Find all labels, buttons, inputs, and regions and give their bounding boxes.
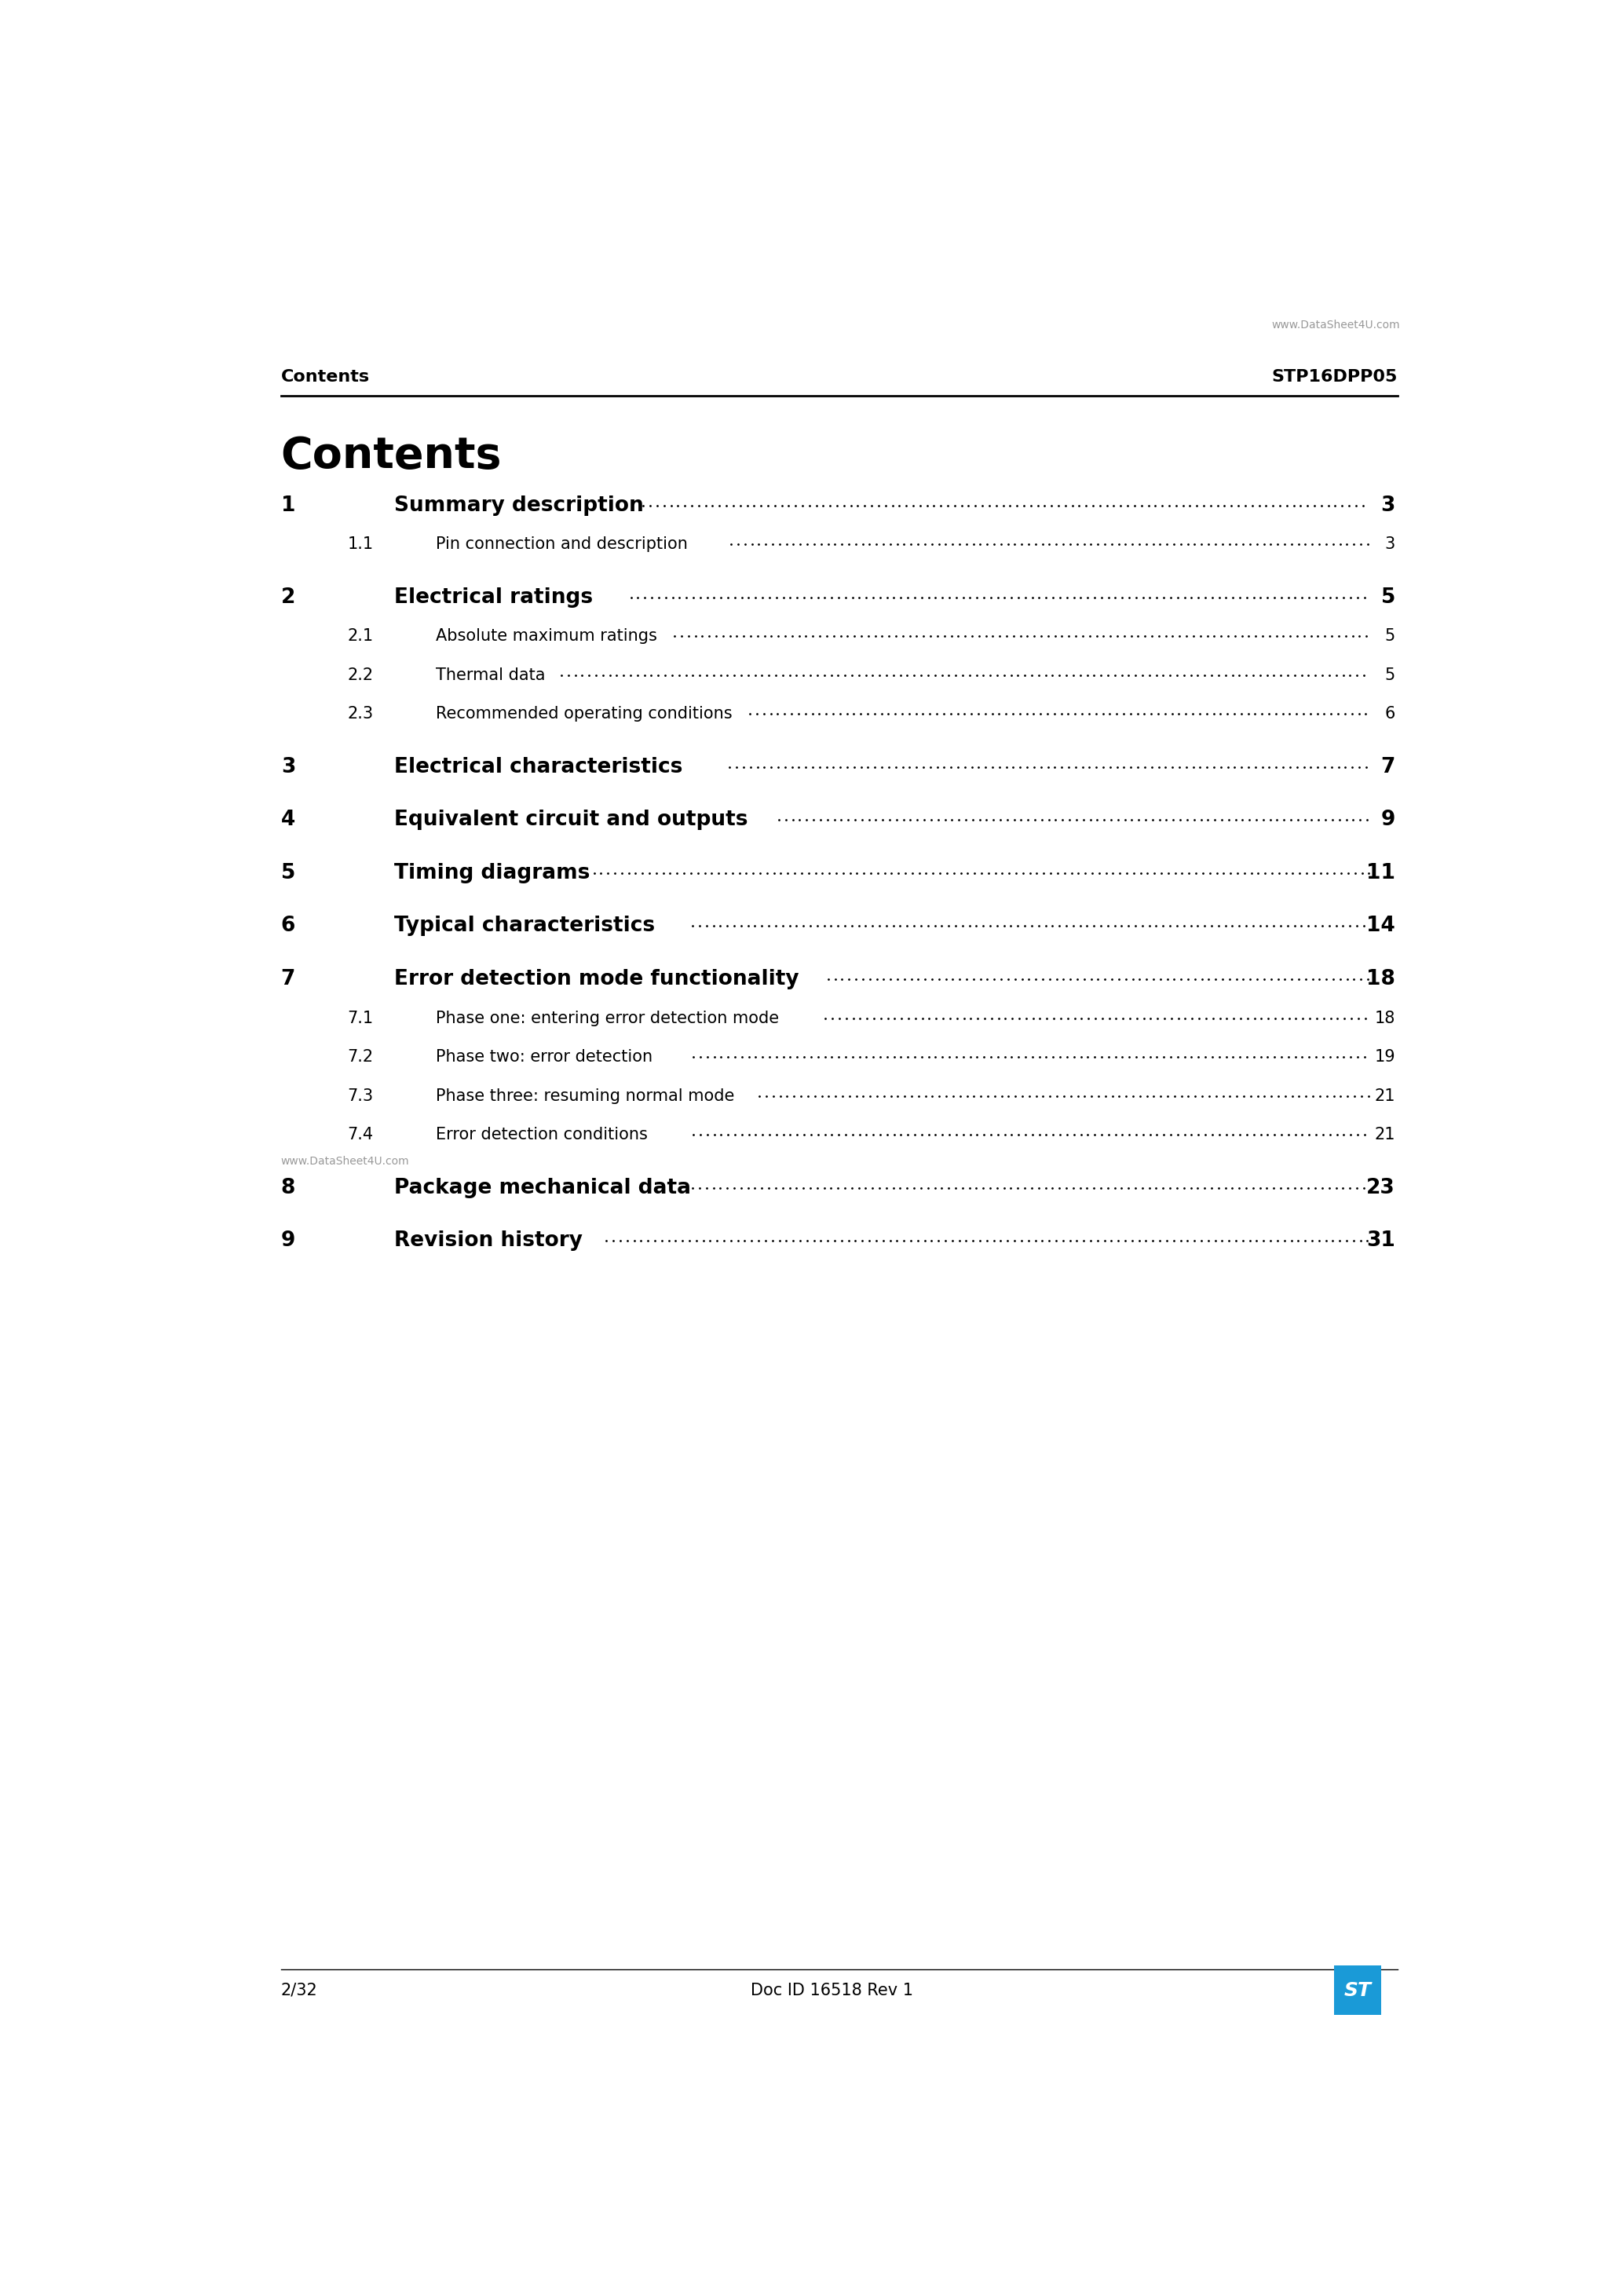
- Text: 2: 2: [281, 588, 295, 608]
- Text: 23: 23: [1367, 1178, 1396, 1199]
- Polygon shape: [1334, 1965, 1381, 2016]
- Text: www.DataSheet4U.com: www.DataSheet4U.com: [281, 1155, 409, 1166]
- Text: Recommended operating conditions: Recommended operating conditions: [435, 707, 732, 721]
- Text: 5: 5: [1384, 668, 1396, 682]
- Text: 18: 18: [1367, 969, 1396, 990]
- Text: Electrical ratings: Electrical ratings: [394, 588, 592, 608]
- Text: Thermal data: Thermal data: [435, 668, 545, 682]
- Text: 2.2: 2.2: [347, 668, 373, 682]
- Text: ST: ST: [1344, 1981, 1371, 2000]
- Text: Error detection conditions: Error detection conditions: [435, 1127, 648, 1143]
- Text: Contents: Contents: [281, 370, 370, 386]
- Text: 19: 19: [1375, 1049, 1396, 1065]
- Text: Phase two: error detection: Phase two: error detection: [435, 1049, 652, 1065]
- Text: 3: 3: [1381, 496, 1396, 517]
- Text: Electrical characteristics: Electrical characteristics: [394, 758, 683, 778]
- Text: 7: 7: [281, 969, 295, 990]
- Text: 2.3: 2.3: [347, 707, 373, 721]
- Text: STP16DPP05: STP16DPP05: [1272, 370, 1397, 386]
- Text: 11: 11: [1367, 863, 1396, 884]
- Text: Error detection mode functionality: Error detection mode functionality: [394, 969, 799, 990]
- Text: 6: 6: [281, 916, 295, 937]
- Text: 7.4: 7.4: [347, 1127, 373, 1143]
- Text: 5: 5: [1381, 588, 1396, 608]
- Text: 31: 31: [1367, 1231, 1396, 1251]
- Text: 7.1: 7.1: [347, 1010, 373, 1026]
- Text: 7.2: 7.2: [347, 1049, 373, 1065]
- Text: 3: 3: [1384, 537, 1396, 551]
- Text: 9: 9: [281, 1231, 295, 1251]
- Text: 1.1: 1.1: [347, 537, 373, 551]
- Text: Contents: Contents: [281, 434, 502, 478]
- Text: 8: 8: [281, 1178, 295, 1199]
- Text: 7: 7: [1381, 758, 1396, 778]
- Text: Phase three: resuming normal mode: Phase three: resuming normal mode: [435, 1088, 734, 1104]
- Text: 2.1: 2.1: [347, 629, 373, 643]
- Text: 21: 21: [1375, 1088, 1396, 1104]
- Text: 9: 9: [1381, 810, 1396, 831]
- Text: 14: 14: [1367, 916, 1396, 937]
- Text: Doc ID 16518 Rev 1: Doc ID 16518 Rev 1: [750, 1981, 914, 1998]
- Text: 1: 1: [281, 496, 295, 517]
- Text: Summary description: Summary description: [394, 496, 644, 517]
- Text: Phase one: entering error detection mode: Phase one: entering error detection mode: [435, 1010, 779, 1026]
- Text: Timing diagrams: Timing diagrams: [394, 863, 589, 884]
- Text: 6: 6: [1384, 707, 1396, 721]
- Text: www.DataSheet4U.com: www.DataSheet4U.com: [1272, 319, 1401, 331]
- Text: 5: 5: [1384, 629, 1396, 643]
- Text: Package mechanical data: Package mechanical data: [394, 1178, 691, 1199]
- Text: 21: 21: [1375, 1127, 1396, 1143]
- Text: Equivalent circuit and outputs: Equivalent circuit and outputs: [394, 810, 748, 831]
- Text: 3: 3: [281, 758, 295, 778]
- Text: Typical characteristics: Typical characteristics: [394, 916, 654, 937]
- Text: 18: 18: [1375, 1010, 1396, 1026]
- Text: 2/32: 2/32: [281, 1981, 318, 1998]
- Text: Absolute maximum ratings: Absolute maximum ratings: [435, 629, 657, 643]
- Text: 4: 4: [281, 810, 295, 831]
- Text: 5: 5: [281, 863, 295, 884]
- Text: Pin connection and description: Pin connection and description: [435, 537, 688, 551]
- Text: 7.3: 7.3: [347, 1088, 373, 1104]
- Text: Revision history: Revision history: [394, 1231, 583, 1251]
